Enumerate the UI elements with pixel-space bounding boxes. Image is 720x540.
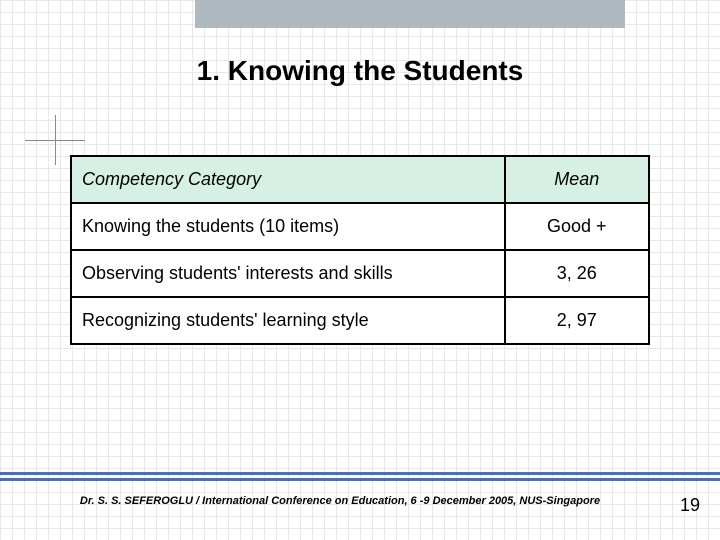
footer-rule-2 [0,478,720,481]
page-number: 19 [680,495,700,516]
table-cell-mean: 2, 97 [505,297,650,344]
table-cell-category: Knowing the students (10 items) [71,203,505,250]
table-cell-mean: Good + [505,203,650,250]
table-row: Recognizing students' learning style 2, … [71,297,649,344]
table-cell-category: Recognizing students' learning style [71,297,505,344]
table-row: Knowing the students (10 items) Good + [71,203,649,250]
competency-table-container: Competency Category Mean Knowing the stu… [70,155,650,345]
table-header-category: Competency Category [71,156,505,203]
footer-citation: Dr. S. S. SEFEROGLU / International Conf… [0,495,680,507]
table-cell-category: Observing students' interests and skills [71,250,505,297]
footer-rule-1 [0,472,720,475]
table-header-row: Competency Category Mean [71,156,649,203]
slide-title: 1. Knowing the Students [0,55,720,87]
decoration-cross-vertical [55,115,56,165]
competency-table: Competency Category Mean Knowing the stu… [70,155,650,345]
top-decorative-bar [195,0,625,28]
table-row: Observing students' interests and skills… [71,250,649,297]
table-header-mean: Mean [505,156,650,203]
table-cell-mean: 3, 26 [505,250,650,297]
